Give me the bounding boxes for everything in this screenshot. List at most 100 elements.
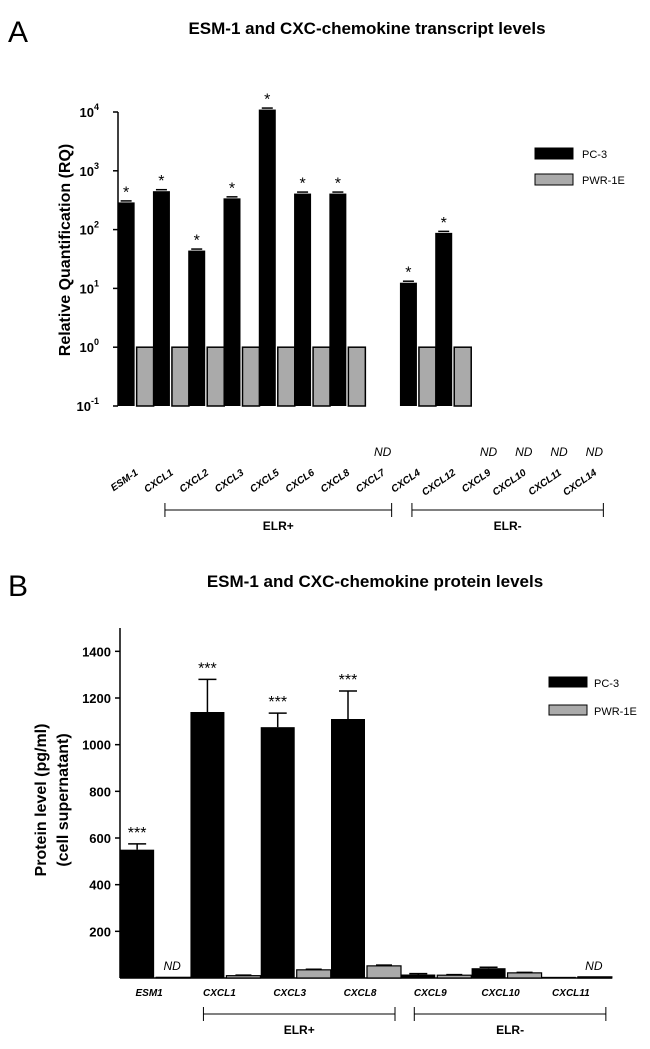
bar-pc3-cxcl3 [223,198,241,406]
bar-pc3-esm1 [120,849,155,978]
bar-pwr1e-cxcl1 [171,346,190,407]
category-label-cxcl5: CXCL5 [248,467,282,495]
bar-pwr1e-cxcl8 [366,965,402,979]
nd-label-cxcl10: ND [515,445,533,459]
significance-cxcl1: *** [198,660,217,677]
y-tick-label: 400 [89,878,111,893]
nd-label-cxcl14: ND [586,445,604,459]
bar-pwr1e-cxcl8 [347,346,367,407]
bar-pc3-cxcl3 [260,727,295,978]
y-tick-label: 1400 [82,644,111,659]
significance-cxcl3: * [229,180,235,197]
bar-pc3-esm-1 [117,202,135,406]
significance-cxcl8: *** [339,672,358,689]
y-tick-label: 103 [80,161,99,179]
group-label-elr: ELR+ [284,1023,315,1037]
panel-a-letter: A [8,16,28,49]
y-tick-label: 800 [89,784,111,799]
bar-pc3-cxcl5 [258,109,276,407]
category-label-cxcl3: CXCL3 [213,467,247,495]
bar-pc3-cxcl6 [294,193,312,406]
panel-b-ylabel-line2: (cell supernatant) [55,733,72,866]
bar-pc3-cxcl4 [399,282,417,406]
category-label-cxcl4: CXCL4 [389,467,423,495]
panel-a-ylabel: Relative Quantification (RQ) [57,144,74,356]
category-label-cxcl9: CXCL9 [414,988,447,999]
bar-pc3-cxcl8 [331,719,365,978]
group-label-elr: ELR- [496,1023,524,1037]
category-label-cxcl7: CXCL7 [354,467,388,495]
legend-swatch-pwr-1e [534,173,574,186]
panel-a-title: ESM-1 and CXC-chemokine transcript level… [188,19,545,38]
category-label-cxcl14: CXCL14 [561,467,599,498]
significance-cxcl8: * [335,176,341,193]
category-label-cxcl1: CXCL1 [142,467,176,495]
category-label-cxcl10: CXCL10 [491,467,529,498]
nd-label-esm1: ND [163,959,181,973]
category-label-cxcl12: CXCL12 [420,467,458,498]
significance-cxcl12: * [441,215,447,232]
y-tick-label: 1000 [82,738,111,753]
nd-label-cxcl9: ND [480,445,498,459]
category-label-esm1: ESM1 [136,988,164,999]
bar-pwr1e-cxcl11 [577,976,613,979]
nd-label-cxcl7: ND [374,445,392,459]
significance-cxcl1: * [158,173,164,190]
y-tick-label: 102 [80,220,99,238]
bar-pwr1e-cxcl2 [206,346,225,407]
bar-pwr1e-cxcl6 [312,346,331,407]
significance-cxcl2: * [194,233,200,250]
bar-pwr1e-cxcl12 [453,346,472,407]
significance-esm-1: * [123,184,129,201]
panel-b-title: ESM-1 and CXC-chemokine protein levels [207,572,543,591]
bar-pwr1e-cxcl4 [418,346,437,407]
group-label-elr: ELR+ [263,519,294,533]
y-tick-label: 600 [89,831,111,846]
bar-pc3-cxcl8 [329,193,347,406]
bar-pwr1e-cxcl10 [506,972,543,979]
y-tick-label: 104 [80,102,99,120]
category-label-cxcl8: CXCL8 [344,988,377,999]
y-tick-label: 1200 [82,691,111,706]
category-label-cxcl9: CXCL9 [460,467,494,495]
nd-label-cxcl11: ND [550,445,568,459]
panel-a-plot: 10-1 100 101 102 103 104 * ESM-1 * CXCL1 * CXCL2 * CX… [77,92,625,533]
legend-swatch-pwr-1e [548,704,588,716]
group-label-elr: ELR- [494,519,522,533]
panel-b-letter: B [8,570,28,603]
bar-pc3-cxcl1 [190,712,225,978]
category-label-cxcl6: CXCL6 [284,467,318,495]
category-label-cxcl8: CXCL8 [319,467,353,495]
legend-swatch-pc-3 [548,676,588,688]
nd-label-cxcl11: ND [585,959,603,973]
bar-pc3-cxcl11 [541,976,576,978]
bar-pc3-cxcl12 [435,232,453,406]
bar-pwr1e-cxcl5 [277,346,296,407]
bar-pwr1e-cxcl3 [241,346,261,407]
y-tick-label: 200 [89,924,111,939]
category-label-esm-1: ESM-1 [109,467,141,494]
category-label-cxcl11: CXCL11 [552,988,590,999]
significance-cxcl3: *** [268,694,287,711]
category-label-cxcl3: CXCL3 [273,988,306,999]
bar-pc3-cxcl9 [401,974,436,978]
category-label-cxcl10: CXCL10 [481,988,520,999]
legend-label-pc-3: PC-3 [594,678,619,690]
legend-label-pwr-1e: PWR-1E [594,706,637,718]
bar-pwr1e-cxcl1 [225,975,262,979]
y-tick-label: 101 [80,278,99,296]
significance-cxcl4: * [405,265,411,282]
significance-esm1: *** [128,825,147,842]
bar-pc3-cxcl10 [471,968,506,978]
bar-pwr1e-esm-1 [135,346,155,407]
legend-label-pc-3: PC-3 [582,149,607,161]
y-tick-label: 10-1 [77,396,99,414]
significance-cxcl6: * [299,176,305,193]
bar-pwr1e-cxcl3 [296,969,332,979]
panel-b-ylabel-line1: Protein level (pg/ml) [33,724,50,877]
y-tick-label: 100 [80,337,99,355]
bar-pwr1e-cxcl9 [436,974,472,979]
category-label-cxcl2: CXCL2 [178,467,212,495]
panel-b-plot: 200 400 600 800 1000 1200 1400 *** ESM1 *** CXCL1 *… [82,628,637,1037]
bar-pc3-cxcl2 [188,250,206,406]
